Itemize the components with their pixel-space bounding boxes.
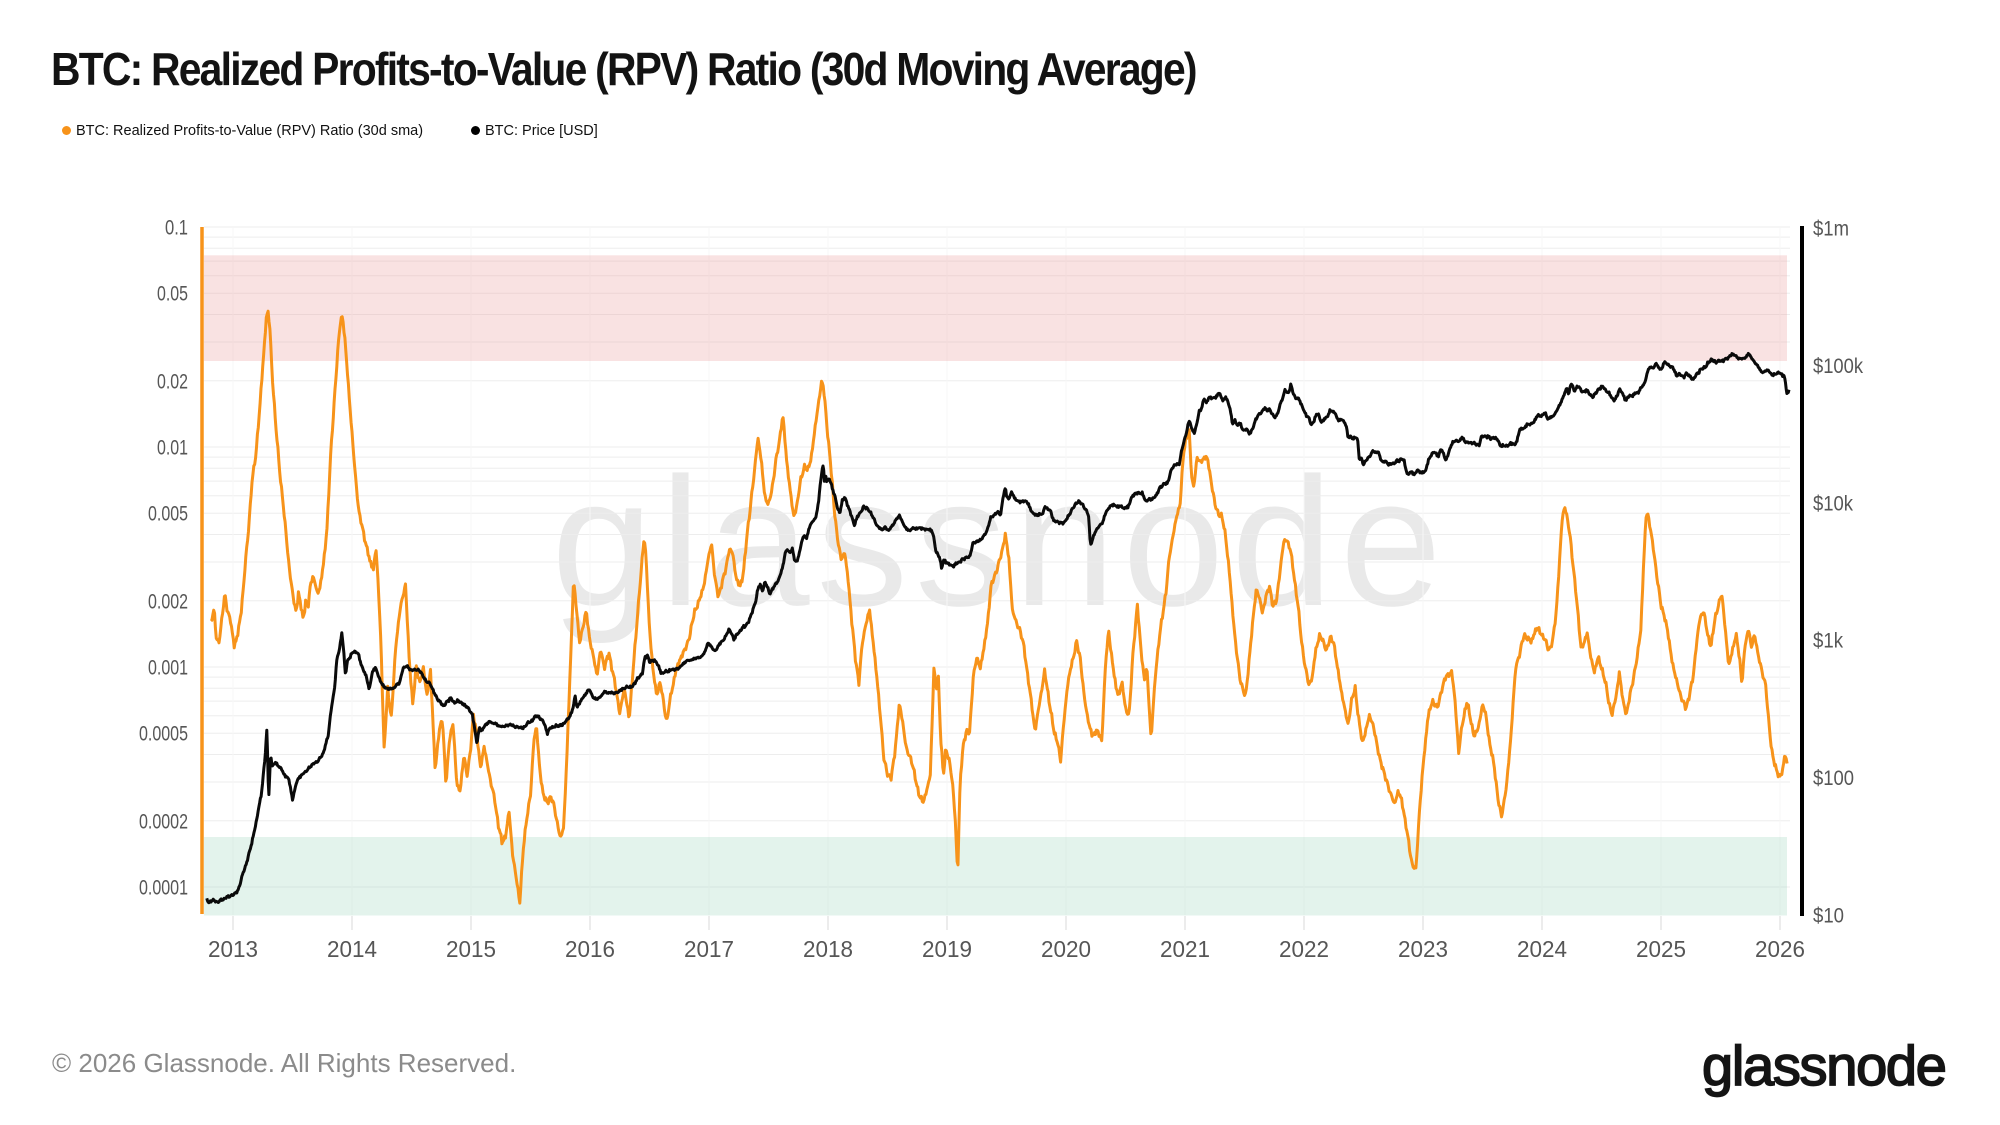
svg-text:$1k: $1k [1813,630,1843,653]
svg-text:0.002: 0.002 [148,590,188,613]
svg-text:2013: 2013 [208,936,258,962]
svg-text:2022: 2022 [1279,936,1329,962]
svg-text:0.0005: 0.0005 [139,723,188,746]
svg-text:0.005: 0.005 [148,503,188,526]
svg-text:0.1: 0.1 [165,217,188,240]
svg-text:2017: 2017 [684,936,734,962]
svg-text:$100: $100 [1813,767,1854,790]
svg-text:$1m: $1m [1813,218,1849,241]
svg-text:0.01: 0.01 [157,437,188,460]
svg-text:0.05: 0.05 [157,283,188,306]
svg-text:2014: 2014 [327,936,377,962]
svg-text:2015: 2015 [446,936,496,962]
svg-text:2026: 2026 [1755,936,1805,962]
svg-text:2025: 2025 [1636,936,1686,962]
svg-text:0.0002: 0.0002 [139,810,188,833]
svg-text:2018: 2018 [803,936,853,962]
svg-text:0.0001: 0.0001 [139,877,188,900]
svg-text:$10k: $10k [1813,492,1853,515]
svg-text:2020: 2020 [1041,936,1091,962]
svg-text:2021: 2021 [1160,936,1210,962]
svg-text:$10: $10 [1813,905,1844,928]
svg-text:2023: 2023 [1398,936,1448,962]
svg-text:0.02: 0.02 [157,370,188,393]
svg-text:0.001: 0.001 [148,657,188,680]
svg-text:2016: 2016 [565,936,615,962]
svg-text:$100k: $100k [1813,355,1863,378]
svg-text:2019: 2019 [922,936,972,962]
svg-text:2024: 2024 [1517,936,1567,962]
